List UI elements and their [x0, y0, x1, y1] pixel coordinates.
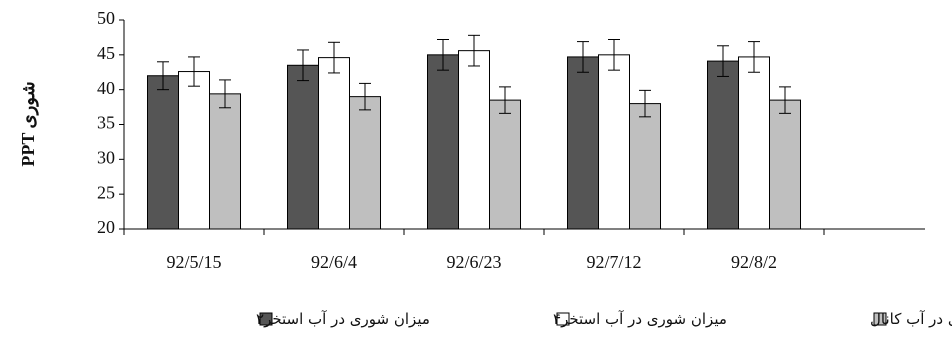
legend: میزان شوری در آب استخر۲ میزان شوری در آب …: [256, 310, 952, 328]
legend-swatch: [873, 312, 887, 326]
error-bar: [577, 41, 589, 73]
bar: [287, 64, 319, 230]
y-axis-label: PPT شوری: [18, 81, 39, 166]
error-bar: [748, 41, 760, 73]
error-bar: [608, 39, 620, 71]
y-tick-label: 20: [97, 217, 115, 237]
error-bars-group: [157, 34, 791, 118]
legend-item: میزان شوری در آب کانال: [870, 310, 952, 328]
error-bar: [219, 79, 231, 109]
bar: [769, 99, 801, 230]
y-tick-label: 50: [97, 8, 115, 28]
error-bar: [468, 34, 480, 67]
bar: [629, 103, 661, 230]
error-bar: [359, 82, 371, 111]
legend-label: میزان شوری در آب کانال: [870, 310, 952, 328]
bar: [427, 54, 459, 230]
error-bar: [188, 56, 200, 87]
legend-item: میزان شوری در آب استخر۲: [256, 310, 430, 328]
legend-label: میزان شوری در آب استخر۲: [256, 310, 430, 328]
bar: [567, 56, 599, 230]
bar: [349, 96, 381, 230]
x-tick-label: 92/7/12: [586, 252, 641, 272]
error-bar: [437, 39, 449, 71]
error-bar: [328, 41, 340, 74]
bar: [318, 57, 350, 230]
y-tick-label: 25: [97, 182, 115, 202]
legend-item: میزان شوری در آب استخر۴: [553, 310, 727, 328]
error-bar: [499, 86, 511, 114]
y-tick-label: 35: [97, 113, 115, 133]
bar: [598, 54, 630, 230]
bar: [147, 75, 179, 230]
error-bar: [297, 49, 309, 82]
error-bar: [717, 45, 729, 77]
x-tick-label: 92/5/15: [166, 252, 221, 272]
bar: [738, 56, 770, 230]
bars-group: [147, 50, 801, 230]
legend-label: میزان شوری در آب استخر۴: [553, 310, 727, 328]
x-tick-label: 92/8/2: [731, 252, 777, 272]
error-bar: [639, 89, 651, 118]
y-tick-label: 40: [97, 78, 115, 98]
bar: [178, 71, 210, 230]
bar: [458, 50, 490, 230]
x-tick-label: 92/6/4: [311, 252, 357, 272]
y-tick-label: 30: [97, 147, 115, 167]
legend-swatch: [259, 312, 273, 326]
error-bar: [157, 61, 169, 91]
y-tick-label: 45: [97, 43, 115, 63]
legend-swatch: [556, 312, 570, 326]
bar: [707, 60, 739, 230]
bar: [209, 93, 241, 230]
x-tick-label: 92/6/23: [446, 252, 501, 272]
bar: [489, 99, 521, 230]
axes: 20 25 30 35 40 45 50 92/5/15 92/6/4 92/6/23 92/7/1…: [97, 8, 925, 272]
error-bar: [779, 86, 791, 114]
